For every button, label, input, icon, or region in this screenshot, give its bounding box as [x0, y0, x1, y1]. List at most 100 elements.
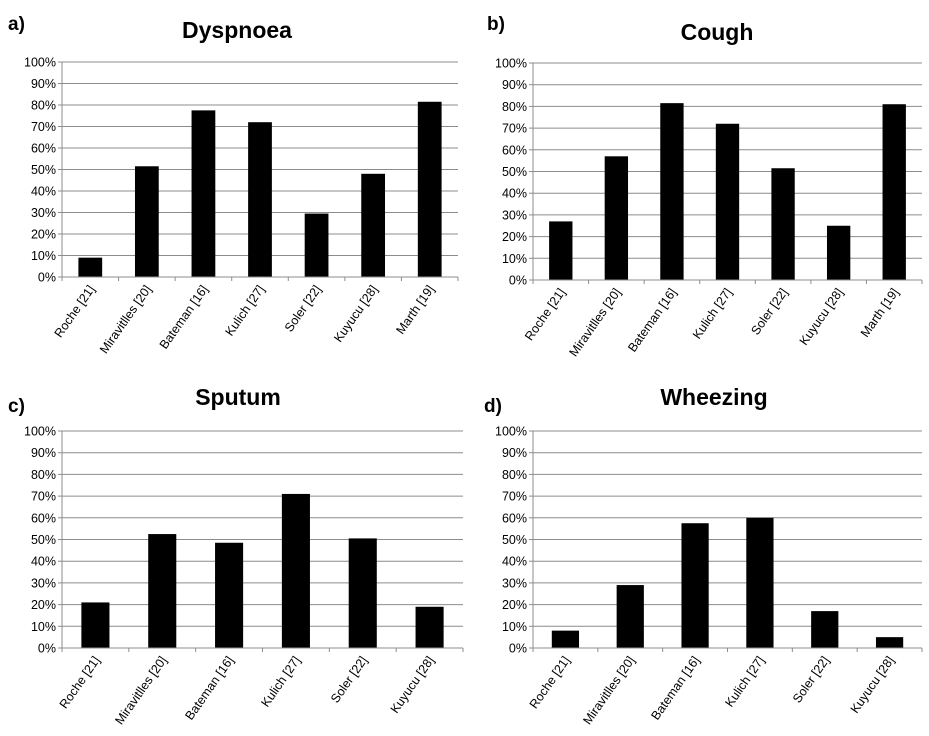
- sputum-category-label: Roche [21]: [57, 654, 103, 712]
- dyspnoea-category-label: Roche [21]: [52, 283, 98, 341]
- dyspnoea-y-tick-label: 90%: [31, 77, 56, 91]
- wheezing-bar-kuyucu-28: [875, 637, 904, 648]
- cough-category-label: Soler [22]: [748, 286, 790, 338]
- wheezing-y-tick-label: 10%: [502, 620, 527, 634]
- dyspnoea-y-tick-label: 20%: [31, 228, 56, 242]
- wheezing-y-tick-label: 20%: [502, 598, 527, 612]
- sputum-y-tick-label: 0%: [38, 642, 56, 656]
- dyspnoea-y-tick-label: 0%: [38, 271, 56, 285]
- wheezing-y-tick-label: 50%: [502, 533, 527, 547]
- panel-letter-d: d): [484, 396, 502, 417]
- panel-letter-a: a): [8, 14, 25, 35]
- cough-y-tick-label: 70%: [502, 122, 527, 136]
- cough-category-label: Marth [19]: [858, 286, 902, 340]
- cough-y-tick-label: 50%: [502, 165, 527, 179]
- sputum-bar-miravitlles-20: [148, 534, 177, 648]
- wheezing-bar-kulich-27: [746, 517, 774, 648]
- dyspnoea-y-tick-label: 30%: [31, 206, 56, 220]
- chart-sputum: c) Sputum 0% 10% 20% 30% 40% 50% 60% 70% 80% 90% 1…: [8, 384, 464, 727]
- wheezing-category-label: Soler [22]: [790, 654, 832, 706]
- cough-y-tick-label: 90%: [502, 78, 527, 92]
- cough-bar-kuyucu-28: [826, 225, 851, 280]
- wheezing-y-tick-label: 100%: [495, 425, 527, 439]
- chart-cough: b) Cough 0% 10% 20% 30% 40% 50% 60% 70% 80% 90% 10…: [487, 14, 923, 359]
- cough-y-tick-label: 60%: [502, 143, 527, 157]
- dyspnoea-bar-kulich-27: [248, 122, 272, 277]
- cough-y-tick-label: 0%: [509, 274, 527, 288]
- dyspnoea-category-label: Kuyucu [28]: [331, 283, 380, 345]
- cough-y-tick-label: 10%: [502, 252, 527, 266]
- dyspnoea-y-tick-label: 70%: [31, 120, 56, 134]
- wheezing-bar-miravitlles-20: [616, 585, 644, 648]
- cough-bar-kulich-27: [715, 123, 740, 280]
- dyspnoea-bar-marth-19: [417, 101, 442, 278]
- sputum-y-tick-label: 10%: [31, 620, 56, 634]
- cough-category-label: Roche [21]: [522, 286, 568, 344]
- sputum-category-label: Miravitlles [20]: [112, 654, 169, 727]
- sputum-bar-roche-21: [81, 602, 110, 648]
- cough-bar-bateman-16: [660, 103, 684, 281]
- dyspnoea-bar-bateman-16: [191, 110, 216, 277]
- dyspnoea-y-tick-label: 10%: [31, 249, 56, 263]
- sputum-y-tick-label: 100%: [24, 425, 56, 439]
- dyspnoea-y-tick-label: 50%: [31, 163, 56, 177]
- dyspnoea-y-tick-label: 60%: [31, 142, 56, 156]
- wheezing-category-label: Miravitlles [20]: [580, 654, 637, 727]
- dyspnoea-category-label: Miravitlles [20]: [97, 283, 154, 356]
- cough-category-label: Kulich [27]: [690, 286, 735, 342]
- sputum-y-tick-label: 80%: [31, 468, 56, 482]
- dyspnoea-bar-soler-22: [304, 213, 329, 277]
- cough-y-tick-label: 80%: [502, 100, 527, 114]
- wheezing-y-tick-label: 60%: [502, 511, 527, 525]
- wheezing-bar-soler-22: [811, 611, 839, 648]
- wheezing-y-tick-label: 30%: [502, 576, 527, 590]
- sputum-bar-bateman-16: [215, 542, 244, 648]
- sputum-category-label: Bateman [16]: [182, 654, 236, 723]
- panel-letter-c: c): [8, 396, 25, 417]
- sputum-bar-soler-22: [348, 538, 377, 648]
- wheezing-y-tick-label: 90%: [502, 446, 527, 460]
- dyspnoea-category-label: Soler [22]: [282, 283, 324, 335]
- sputum-y-tick-label: 40%: [31, 555, 56, 569]
- sputum-y-tick-label: 20%: [31, 598, 56, 612]
- sputum-bar-kulich-27: [281, 493, 310, 648]
- chart-dyspnoea: a) Dyspnoea 0% 10% 20% 30% 40% 50% 60% 70% 80% 90…: [8, 14, 459, 356]
- dyspnoea-bar-roche-21: [78, 257, 103, 277]
- sputum-y-tick-label: 30%: [31, 576, 56, 590]
- dyspnoea-category-label: Bateman [16]: [157, 283, 211, 352]
- cough-bar-marth-19: [882, 104, 906, 280]
- dyspnoea-y-tick-label: 40%: [31, 185, 56, 199]
- wheezing-bar-bateman-16: [681, 523, 709, 648]
- wheezing-category-label: Bateman [16]: [648, 654, 702, 723]
- sputum-category-label: Kulich [27]: [258, 654, 303, 710]
- panel-letter-b: b): [487, 14, 505, 35]
- cough-category-label: Miravitlles [20]: [567, 286, 624, 359]
- dyspnoea-category-label: Kulich [27]: [223, 283, 268, 339]
- sputum-y-tick-label: 60%: [31, 511, 56, 525]
- wheezing-y-tick-label: 0%: [509, 642, 527, 656]
- cough-bar-roche-21: [549, 221, 573, 280]
- cough-category-label: Bateman [16]: [625, 286, 679, 355]
- chart-title-sputum: Sputum: [195, 384, 281, 410]
- wheezing-category-label: Kuyucu [28]: [848, 654, 897, 716]
- chart-title-wheezing: Wheezing: [660, 384, 767, 410]
- cough-y-tick-label: 30%: [502, 208, 527, 222]
- dyspnoea-bar-kuyucu-28: [361, 173, 386, 277]
- chart-wheezing: d) Wheezing 0% 10% 20% 30% 40% 50% 60% 70% 80% 90…: [484, 384, 923, 727]
- wheezing-category-label: Roche [21]: [527, 654, 573, 712]
- dyspnoea-bar-miravitlles-20: [134, 166, 159, 277]
- wheezing-y-tick-label: 80%: [502, 468, 527, 482]
- cough-bar-soler-22: [771, 168, 795, 280]
- cough-category-label: Kuyucu [28]: [797, 286, 846, 348]
- sputum-y-tick-label: 50%: [31, 533, 56, 547]
- cough-bar-miravitlles-20: [604, 156, 629, 280]
- sputum-y-tick-label: 70%: [31, 490, 56, 504]
- sputum-y-tick-label: 90%: [31, 446, 56, 460]
- chart-title-dyspnoea: Dyspnoea: [182, 17, 292, 43]
- wheezing-bar-roche-21: [551, 630, 580, 648]
- dyspnoea-y-tick-label: 100%: [24, 56, 56, 70]
- wheezing-category-label: Kulich [27]: [722, 654, 767, 710]
- cough-y-tick-label: 20%: [502, 230, 527, 244]
- sputum-category-label: Soler [22]: [328, 654, 370, 706]
